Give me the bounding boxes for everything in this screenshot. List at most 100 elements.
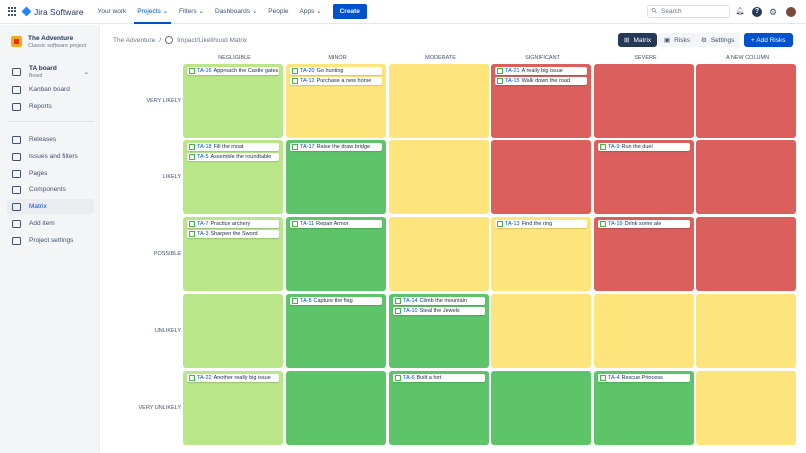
project-header[interactable]: The Adventure Classic software project (11, 35, 86, 49)
issue-card[interactable]: TA-7 Practice archery (187, 220, 279, 228)
issue-card[interactable]: TA-12 Purchase a new horse (290, 77, 382, 85)
matrix-cell[interactable]: TA-7 Practice archery TA-3 Sharpen the Swor… (183, 217, 283, 291)
issue-card[interactable]: TA-14 Climb the mountain (393, 297, 485, 305)
issue-key[interactable]: TA-9 (608, 144, 620, 150)
notifications-icon[interactable]: 🔔︎ (735, 8, 745, 15)
issue-key[interactable]: TA-7 (197, 221, 209, 227)
sidebar-item-add-item[interactable]: Add item (7, 216, 94, 231)
issue-card[interactable]: TA-15 Walk down the road (495, 77, 587, 85)
matrix-cell[interactable] (696, 140, 796, 214)
issue-key[interactable]: TA-13 (505, 221, 520, 227)
nav-dashboards[interactable]: Dashboards ⌄ (214, 7, 258, 15)
sidebar-item-project-settings[interactable]: Project settings (7, 233, 94, 248)
issue-card[interactable]: TA-8 Capture the flag (290, 297, 382, 305)
issue-key[interactable]: TA-21 (505, 68, 520, 74)
sidebar-item-reports[interactable]: Reports (7, 99, 94, 114)
matrix-cell[interactable]: TA-8 Capture the flag (286, 294, 386, 368)
nav-projects[interactable]: Projects ⌄ (134, 0, 171, 24)
matrix-cell[interactable]: TA-22 Another really big issue (183, 371, 283, 445)
issue-key[interactable]: TA-11 (300, 221, 315, 227)
matrix-cell[interactable]: TA-4 Rescue Princess (594, 371, 694, 445)
create-button[interactable]: Create (332, 4, 367, 19)
matrix-cell[interactable]: TA-14 Climb the mountain TA-10 Steal the Je… (389, 294, 489, 368)
issue-card[interactable]: TA-18 Fill the moat (187, 143, 279, 151)
issue-card[interactable]: TA-20 Go hunting (290, 67, 382, 75)
sidebar-item-releases[interactable]: Releases (7, 132, 94, 147)
matrix-cell[interactable] (389, 64, 489, 138)
issue-card[interactable]: TA-19 Drink some ale (598, 220, 690, 228)
help-icon[interactable]: ? (752, 7, 762, 17)
issue-card[interactable]: TA-13 Find the ring (495, 220, 587, 228)
board-selector[interactable]: TA board Board ⌄ (7, 64, 94, 80)
matrix-cell[interactable] (491, 140, 591, 214)
matrix-cell[interactable]: TA-18 Fill the moat TA-5 Assemble the round… (183, 140, 283, 214)
sidebar-item-matrix[interactable]: Matrix (7, 199, 94, 214)
issue-card[interactable]: TA-6 Built a fort (393, 374, 485, 382)
issue-key[interactable]: TA-4 (608, 375, 620, 381)
matrix-cell[interactable]: TA-16 Approach the Castle gates (183, 64, 283, 138)
matrix-tab[interactable]: ⊞ Matrix (618, 33, 658, 47)
matrix-cell[interactable] (389, 140, 489, 214)
matrix-cell[interactable] (696, 64, 796, 138)
issue-key[interactable]: TA-18 (197, 144, 212, 150)
issue-key[interactable]: TA-6 (403, 375, 415, 381)
matrix-cell[interactable] (491, 294, 591, 368)
matrix-cell[interactable]: TA-11 Repair Armor (286, 217, 386, 291)
matrix-cell[interactable]: TA-6 Built a fort (389, 371, 489, 445)
issue-card[interactable]: TA-10 Steal the Jewels (393, 307, 485, 315)
nav-apps[interactable]: Apps ⌄ (299, 7, 322, 15)
nav-filters[interactable]: Filters ⌄ (179, 7, 204, 15)
matrix-cell[interactable] (491, 371, 591, 445)
matrix-cell[interactable] (183, 294, 283, 368)
issue-key[interactable]: TA-3 (197, 231, 209, 237)
app-switcher-icon[interactable] (8, 7, 17, 16)
issue-key[interactable]: TA-14 (403, 298, 418, 304)
breadcrumb-page[interactable]: Impact/Likelihood Matrix (177, 36, 248, 44)
sidebar-item-components[interactable]: Components (7, 182, 94, 197)
matrix-cell[interactable]: TA-9 Run the duel (594, 140, 694, 214)
breadcrumb-project[interactable]: The Adventure (113, 36, 156, 44)
nav-your-work[interactable]: Your work (97, 7, 127, 15)
issue-key[interactable]: TA-17 (300, 144, 315, 150)
matrix-cell[interactable] (594, 64, 694, 138)
issue-card[interactable]: TA-5 Assemble the roundtable (187, 153, 279, 161)
sidebar-item-issues-and-filters[interactable]: Issues and filters (7, 149, 94, 164)
matrix-cell[interactable]: TA-21 A really big issue TA-15 Walk down th… (491, 64, 591, 138)
issue-card[interactable]: TA-9 Run the duel (598, 143, 690, 151)
matrix-cell[interactable] (696, 294, 796, 368)
issue-key[interactable]: TA-22 (197, 375, 212, 381)
matrix-cell[interactable] (594, 294, 694, 368)
matrix-cell[interactable] (696, 217, 796, 291)
issue-card[interactable]: TA-16 Approach the Castle gates (187, 67, 279, 75)
search-input[interactable]: Search (647, 5, 730, 18)
settings-gear-icon[interactable]: ⚙ (768, 7, 778, 17)
matrix-cell[interactable] (389, 217, 489, 291)
issue-key[interactable]: TA-5 (197, 154, 209, 160)
issue-card[interactable]: TA-17 Raise the draw bridge (290, 143, 382, 151)
matrix-cell[interactable] (286, 371, 386, 445)
matrix-cell[interactable]: TA-13 Find the ring (491, 217, 591, 291)
sidebar-item-kanban-board[interactable]: Kanban board (7, 82, 94, 97)
issue-key[interactable]: TA-20 (300, 68, 315, 74)
settings-tab[interactable]: ⚙ Settings (695, 33, 741, 47)
issue-key[interactable]: TA-19 (608, 221, 623, 227)
add-risks-button[interactable]: + Add Risks (744, 33, 793, 47)
risks-tab[interactable]: ▣ Risks (658, 33, 697, 47)
issue-key[interactable]: TA-16 (197, 68, 212, 74)
sidebar-item-pages[interactable]: Pages (7, 166, 94, 181)
issue-key[interactable]: TA-12 (300, 78, 315, 84)
issue-card[interactable]: TA-3 Sharpen the Sword (187, 230, 279, 238)
matrix-cell[interactable]: TA-20 Go hunting TA-12 Purchase a new horse (286, 64, 386, 138)
issue-card[interactable]: TA-22 Another really big issue (187, 374, 279, 382)
issue-card[interactable]: TA-11 Repair Armor (290, 220, 382, 228)
issue-card[interactable]: TA-4 Rescue Princess (598, 374, 690, 382)
issue-key[interactable]: TA-15 (505, 78, 520, 84)
matrix-cell[interactable]: TA-19 Drink some ale (594, 217, 694, 291)
avatar[interactable] (786, 7, 796, 17)
matrix-cell[interactable] (696, 371, 796, 445)
issue-key[interactable]: TA-8 (300, 298, 312, 304)
nav-people[interactable]: People (268, 7, 289, 15)
jira-logo[interactable]: Jira Software (21, 7, 84, 17)
issue-card[interactable]: TA-21 A really big issue (495, 67, 587, 75)
matrix-cell[interactable]: TA-17 Raise the draw bridge (286, 140, 386, 214)
